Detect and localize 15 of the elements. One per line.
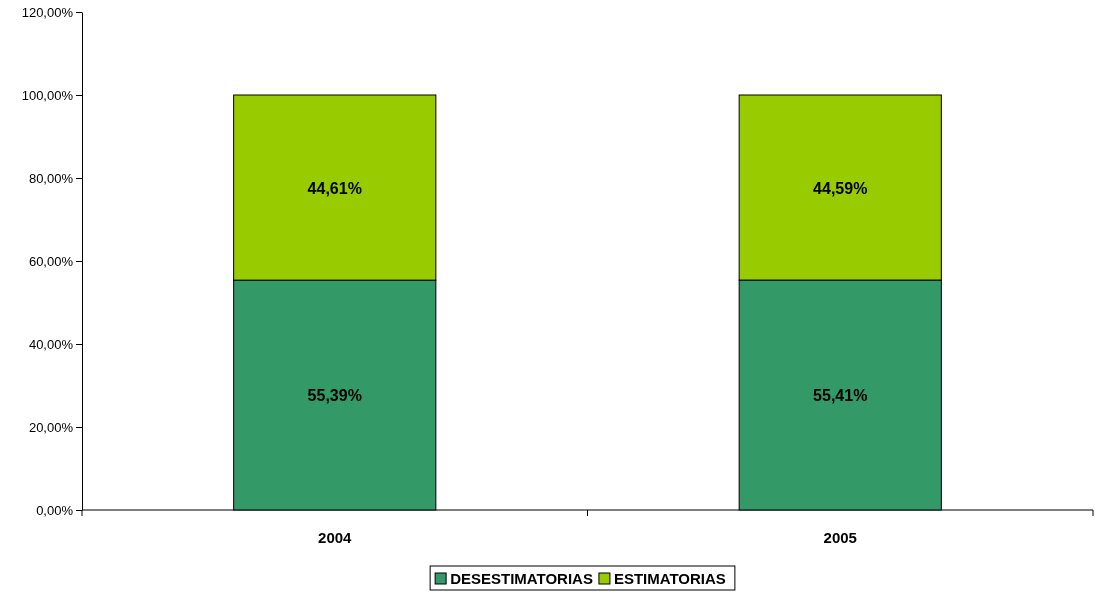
data-label: 44,59% [813, 179, 868, 197]
legend-label: ESTIMATORIAS [613, 570, 726, 587]
y-tick-label: 20,00% [28, 419, 74, 435]
y-tick-label: 100,00% [21, 87, 74, 103]
legend-label: DESESTIMATORIAS [450, 570, 593, 587]
y-tick-label: 40,00% [28, 336, 74, 352]
y-tick-label: 120,00% [21, 4, 74, 20]
data-label: 55,41% [813, 387, 868, 405]
y-tick-label: 60,00% [28, 253, 74, 269]
x-tick-label: 2004 [318, 529, 353, 546]
y-tick-label: 0,00% [36, 502, 74, 518]
data-label: 55,39% [307, 387, 362, 405]
y-tick-label: 80,00% [28, 170, 74, 186]
data-label: 44,61% [307, 179, 362, 197]
x-tick-label: 2005 [823, 529, 857, 546]
